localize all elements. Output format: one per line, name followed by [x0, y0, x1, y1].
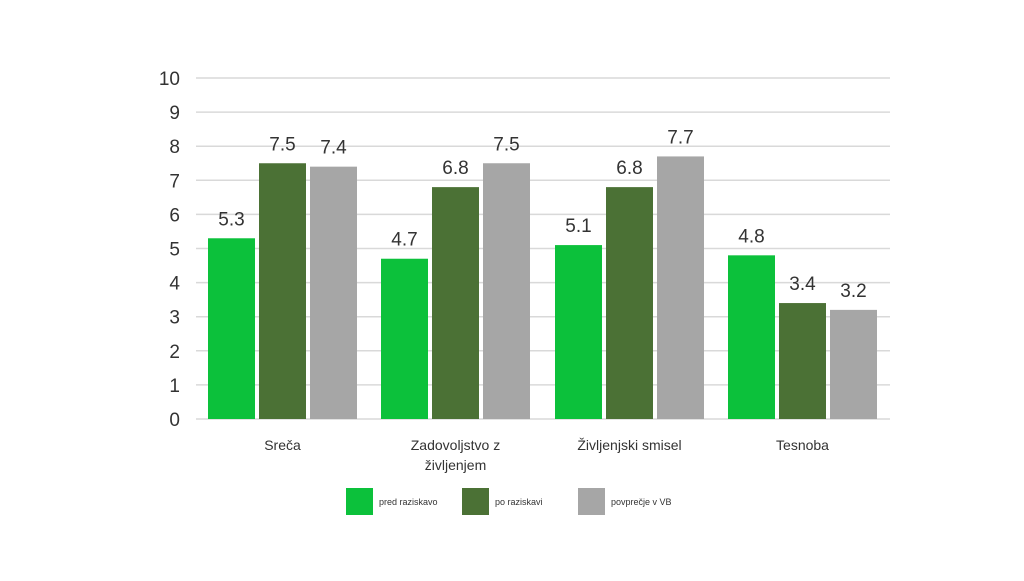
- data-label: 7.4: [320, 138, 347, 159]
- y-tick-label: 0: [169, 410, 180, 431]
- y-tick-label: 4: [169, 274, 180, 295]
- data-label: 7.7: [667, 127, 693, 148]
- y-tick-label: 9: [169, 103, 180, 124]
- bar-3-1: [310, 166, 357, 419]
- data-label: 6.8: [442, 158, 468, 179]
- legend-swatch: [578, 488, 605, 515]
- legend-swatch: [462, 488, 489, 515]
- y-tick-label: 7: [169, 171, 180, 192]
- bar-1-3: [555, 245, 602, 419]
- y-tick-label: 2: [169, 342, 180, 363]
- bar-1-1: [208, 238, 255, 419]
- bar-2-2: [432, 187, 479, 419]
- data-label: 4.8: [738, 226, 764, 247]
- legend-label: po raziskavi: [495, 497, 543, 507]
- data-label: 3.2: [840, 281, 866, 302]
- data-label: 5.3: [218, 209, 244, 230]
- bar-2-3: [606, 187, 653, 419]
- bar-2-4: [779, 303, 826, 419]
- x-category-label: Življenjski smisel: [577, 437, 681, 453]
- bar-2-1: [259, 163, 306, 419]
- x-category-label: Sreča: [264, 437, 301, 453]
- data-label: 4.7: [391, 230, 417, 251]
- y-tick-label: 5: [169, 240, 180, 261]
- x-category-label: Zadovoljstvo z: [411, 437, 500, 453]
- y-tick-label: 8: [169, 137, 180, 158]
- y-tick-label: 1: [169, 376, 180, 397]
- data-label: 7.5: [269, 134, 295, 155]
- bar-3-2: [483, 163, 530, 419]
- data-label: 7.5: [493, 134, 519, 155]
- y-tick-label: 3: [169, 308, 180, 329]
- data-label: 3.4: [789, 274, 816, 295]
- data-label: 6.8: [616, 158, 642, 179]
- y-tick-label: 10: [159, 69, 180, 90]
- bar-3-3: [657, 156, 704, 419]
- legend-label: povprečje v VB: [611, 497, 672, 507]
- legend-swatch: [346, 488, 373, 515]
- y-tick-label: 6: [169, 205, 180, 226]
- x-category-label: življenjem: [425, 457, 486, 473]
- bar-1-2: [381, 258, 428, 419]
- bar-1-4: [728, 255, 775, 419]
- legend-label: pred raziskavo: [379, 497, 438, 507]
- bar-3-4: [830, 309, 877, 419]
- data-label: 5.1: [565, 216, 591, 237]
- x-category-label: Tesnoba: [776, 437, 829, 453]
